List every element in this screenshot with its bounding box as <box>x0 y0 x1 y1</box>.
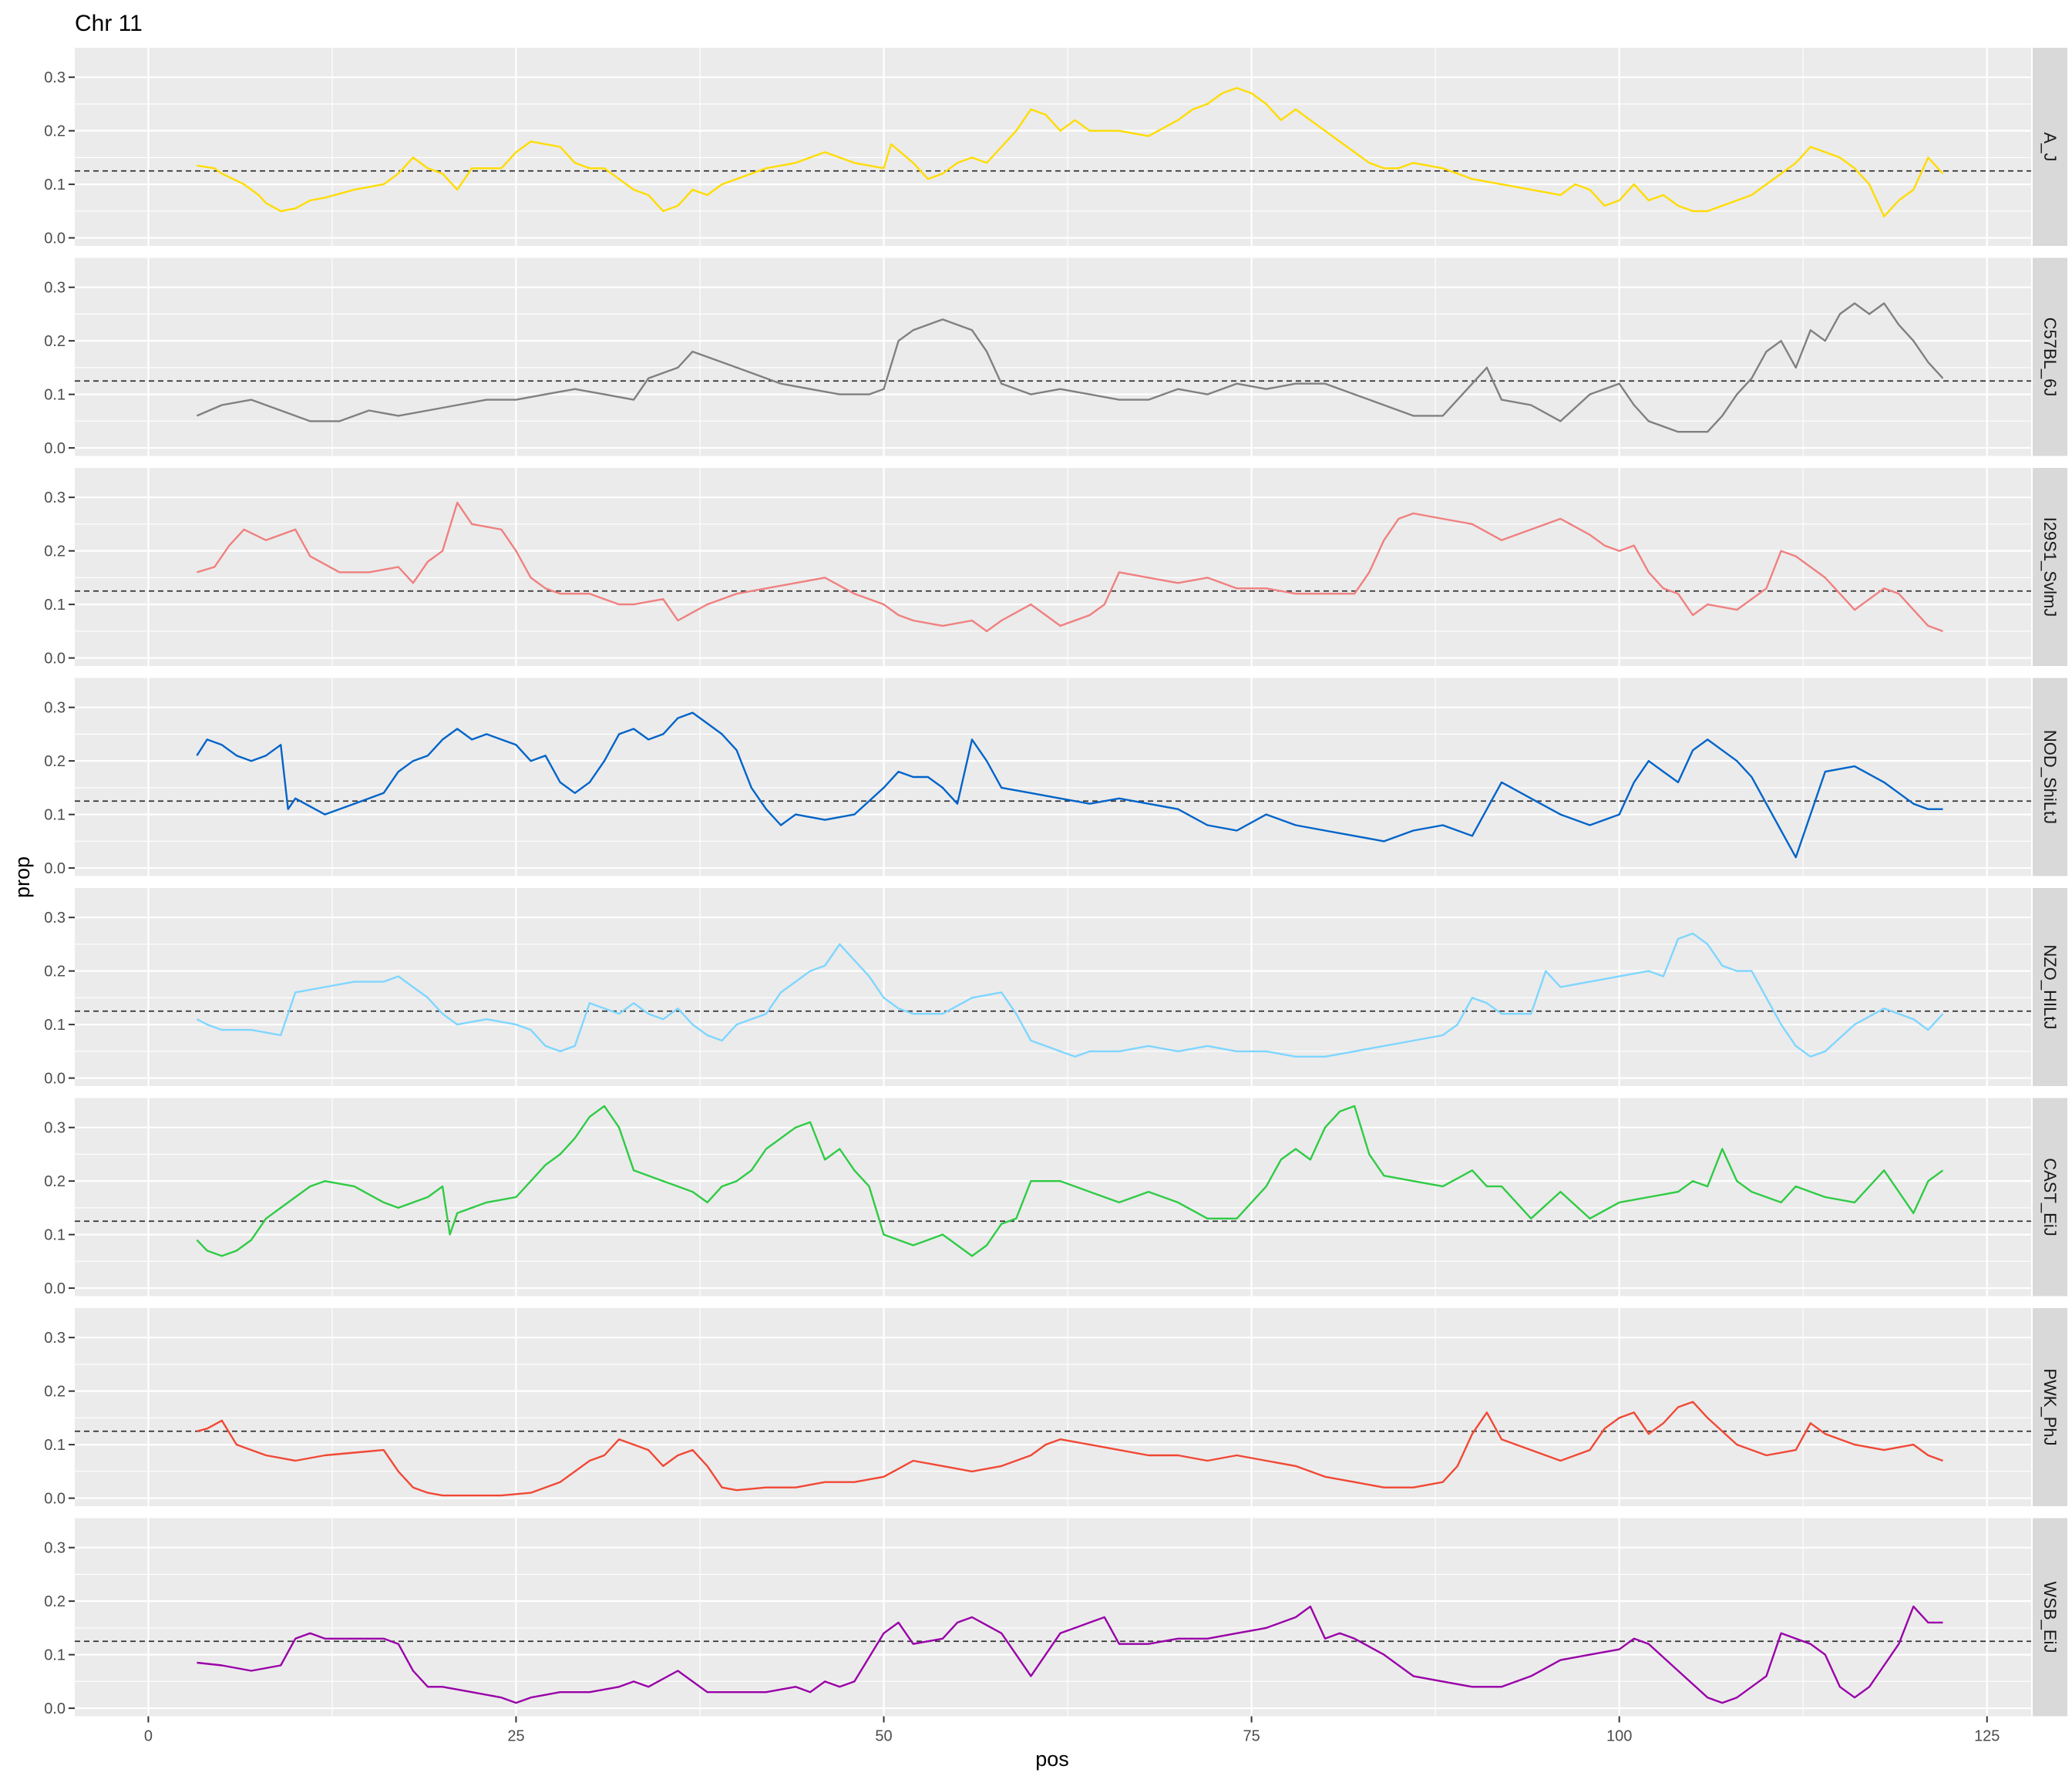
facet-strip-label: NOD_ShiLtJ <box>2040 730 2060 824</box>
facet-panel: 0.0 0.1 0.2 0.3 C57BL_6J <box>44 257 2067 457</box>
facet-strip-label: PWK_PhJ <box>2040 1368 2060 1445</box>
y-tick-label: 0.0 <box>44 860 66 877</box>
y-tick-label: 0.2 <box>44 753 66 770</box>
y-tick-label: 0.2 <box>44 543 66 560</box>
facet-panel: 0.0 0.1 0.2 0.3 NOD_ShiLtJ <box>44 678 2067 877</box>
facet-strip <box>2033 888 2067 1086</box>
panel-background <box>75 888 2031 1086</box>
facet-panel: 0.0 0.1 0.2 0.3 CAST_EiJ <box>44 1098 2067 1297</box>
y-tick-label: 0.3 <box>44 910 66 927</box>
facet-panel: 0.0 0.1 0.2 0.3 WSB_EiJ <box>44 1518 2067 1717</box>
y-tick-label: 0.0 <box>44 1280 66 1297</box>
y-tick-label: 0.3 <box>44 700 66 717</box>
y-tick-label: 0.0 <box>44 230 66 247</box>
y-tick-label: 0.1 <box>44 1647 66 1664</box>
panel-background <box>75 48 2031 246</box>
y-tick-label: 0.3 <box>44 1120 66 1137</box>
panel-background <box>75 468 2031 666</box>
facet-strip-label: C57BL_6J <box>2040 318 2060 397</box>
x-axis-label: pos <box>1035 1747 1069 1771</box>
y-tick-label: 0.1 <box>44 807 66 824</box>
facet-panel: 0.0 0.1 0.2 0.3 PWK_PhJ <box>44 1308 2067 1508</box>
chart-title: Chr 11 <box>75 11 143 36</box>
facet-panel: 0.0 0.1 0.2 0.3 I29S1_SvlmJ <box>44 468 2067 668</box>
panel-background <box>75 257 2031 456</box>
facet-strip-label: WSB_EiJ <box>2040 1582 2060 1653</box>
y-axis-label: prop <box>11 856 34 898</box>
panel-background <box>75 1098 2031 1297</box>
facet-strip <box>2033 1098 2067 1297</box>
y-tick-label: 0.1 <box>44 1437 66 1454</box>
x-axis: 0 25 50 75 100 125 <box>144 1716 2000 1745</box>
y-tick-label: 0.1 <box>44 1017 66 1034</box>
x-tick-label: 25 <box>507 1728 524 1745</box>
series-line-cast-eij <box>196 1105 1944 1257</box>
panel-background <box>75 1518 2031 1717</box>
x-tick-label: 125 <box>1974 1728 2000 1745</box>
facet-strip <box>2033 1518 2067 1717</box>
y-tick-label: 0.2 <box>44 964 66 980</box>
facet-strip <box>2033 257 2067 456</box>
panel-background <box>75 678 2031 876</box>
y-tick-label: 0.3 <box>44 1540 66 1557</box>
x-tick-label: 100 <box>1606 1728 1632 1745</box>
y-tick-label: 0.2 <box>44 1593 66 1610</box>
y-tick-label: 0.0 <box>44 1491 66 1508</box>
y-tick-label: 0.2 <box>44 123 66 140</box>
y-tick-label: 0.1 <box>44 387 66 404</box>
y-tick-label: 0.3 <box>44 280 66 297</box>
series-line-a-j <box>197 86 1944 217</box>
facet-strip <box>2033 1308 2067 1506</box>
x-tick-label: 75 <box>1243 1728 1260 1745</box>
y-tick-label: 0.1 <box>44 1227 66 1244</box>
series-line-nzo-hiltj <box>196 932 1944 1058</box>
series-line-wsb-eij <box>197 1605 1943 1704</box>
facet-strip-label: NZO_HILtJ <box>2040 944 2060 1029</box>
y-tick-label: 0.0 <box>44 440 66 457</box>
x-tick-label: 0 <box>144 1728 153 1745</box>
y-tick-label: 0.1 <box>44 597 66 614</box>
facet-strip-label: I29S1_SvlmJ <box>2040 517 2060 617</box>
y-tick-label: 0.2 <box>44 1173 66 1190</box>
series-line-i29s1-svlmj <box>197 501 1943 633</box>
series-line-nod-shiltj <box>196 711 1943 859</box>
facet-panels: 0.00.10.20.3A_J0.00.10.20.3C57BL_6J0.00.… <box>44 48 2067 1717</box>
y-tick-label: 0.1 <box>44 177 66 193</box>
facet-strip-label: CAST_EiJ <box>2040 1158 2060 1236</box>
facet-panel: 0.0 0.1 0.2 0.3 NZO_HILtJ <box>44 888 2067 1088</box>
y-tick-label: 0.2 <box>44 333 66 350</box>
facet-strip <box>2033 48 2067 246</box>
y-tick-label: 0.3 <box>44 489 66 506</box>
y-tick-label: 0.0 <box>44 651 66 668</box>
y-tick-label: 0.0 <box>44 1071 66 1088</box>
x-tick-label: 50 <box>875 1728 892 1745</box>
y-tick-label: 0.0 <box>44 1700 66 1717</box>
series-line-pwk-phj <box>197 1401 1943 1497</box>
facet-strip <box>2033 678 2067 876</box>
facet-strip <box>2033 468 2067 666</box>
y-tick-label: 0.3 <box>44 1330 66 1347</box>
y-tick-label: 0.3 <box>44 69 66 86</box>
facet-panel: 0.0 0.1 0.2 0.3 A_J <box>44 48 2067 247</box>
y-tick-label: 0.2 <box>44 1384 66 1401</box>
facet-strip-label: A_J <box>2040 133 2060 162</box>
series-line-c57bl-6j <box>196 302 1944 433</box>
